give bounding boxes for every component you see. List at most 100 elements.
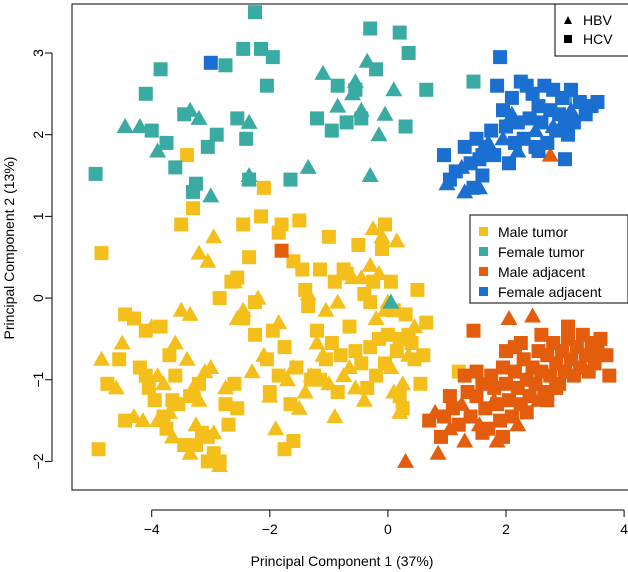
- shape-legend-label-hcv: HCV: [583, 31, 613, 47]
- point-female-adjacent-hcv-40: [590, 95, 605, 109]
- point-male-tumor-hbv-14: [181, 444, 199, 460]
- point-male-tumor-hcv-63: [256, 180, 271, 195]
- point-male-tumor-hbv-2: [107, 379, 125, 395]
- point-female-adjacent-hcv-34: [561, 127, 575, 142]
- point-male-adjacent-hbv-4: [456, 432, 474, 448]
- point-male-tumor-hbv-7: [155, 375, 172, 391]
- point-male-tumor-hcv-97: [118, 413, 133, 428]
- legend-swatch-female-adjacent: [479, 287, 488, 296]
- color-legend: Male tumor Female tumor Male adjacent Femal…: [469, 214, 628, 304]
- point-male-tumor-hbv-49: [400, 346, 418, 362]
- point-female-tumor-hbv-10: [376, 105, 394, 121]
- point-male-tumor-hcv-75: [363, 340, 378, 355]
- point-male-adjacent-hcv-61: [549, 380, 564, 395]
- point-male-tumor-hcv-49: [389, 344, 404, 359]
- point-male-adjacent-hcv-54: [519, 405, 534, 420]
- point-male-tumor-hcv-56: [168, 368, 183, 383]
- point-male-tumor-hcv-23: [236, 217, 251, 232]
- point-female-adjacent-hcv-43: [499, 119, 513, 134]
- point-male-tumor-hcv-1: [100, 376, 115, 391]
- point-male-tumor-hcv-4: [127, 311, 141, 326]
- legend-swatch-male-adjacent: [479, 267, 488, 276]
- point-female-adjacent-hcv-21: [522, 111, 537, 126]
- point-female-adjacent-hbv-10: [562, 101, 580, 117]
- point-male-tumor-hbv-21: [228, 310, 246, 325]
- point-female-adjacent-hbv-2: [470, 179, 488, 195]
- point-female-tumor-hbv-16: [202, 187, 220, 203]
- point-female-adjacent-hbv-6: [544, 118, 562, 133]
- point-male-tumor-hcv-58: [180, 148, 195, 163]
- point-male-tumor-hcv-12: [171, 397, 186, 412]
- point-male-tumor-hbv-48: [394, 375, 412, 391]
- point-female-tumor-hcv-2: [144, 123, 159, 138]
- point-male-adjacent-hcv-17: [502, 393, 516, 408]
- point-male-tumor-hcv-53: [413, 376, 428, 391]
- point-male-tumor-hcv-57: [174, 217, 189, 232]
- point-male-adjacent-hcv-56: [561, 319, 575, 334]
- point-male-tumor-hcv-26: [254, 209, 268, 224]
- point-female-tumor-hcv-11: [230, 111, 245, 126]
- point-male-tumor-hbv-30: [296, 383, 314, 399]
- point-male-tumor-hcv-95: [248, 327, 262, 342]
- legend-label-female-tumor: Female tumor: [498, 244, 585, 260]
- point-male-tumor-hbv-11: [178, 350, 196, 366]
- point-male-tumor-hcv-88: [227, 376, 242, 391]
- point-male-adjacent-hbv-9: [541, 146, 559, 162]
- point-female-tumor-hcv-17: [283, 172, 298, 187]
- point-male-tumor-hcv-41: [342, 319, 357, 334]
- point-male-tumor-hcv-42: [348, 344, 363, 359]
- point-male-adjacent-hbv-12: [530, 391, 547, 407]
- point-female-adjacent-hcv-4: [457, 139, 472, 154]
- point-male-tumor-hbv-62: [373, 228, 391, 244]
- point-female-tumor-hcv-33: [189, 176, 203, 191]
- point-female-tumor-hbv-6: [329, 97, 347, 113]
- point-female-tumor-hcv-3: [153, 62, 168, 77]
- point-male-tumor-hbv-5: [143, 318, 161, 334]
- point-female-adjacent-hcv-24: [531, 99, 546, 114]
- point-male-tumor-hcv-20: [218, 397, 233, 412]
- point-female-adjacent-hcv-15: [502, 156, 516, 171]
- x-tick-label--2: −2: [262, 521, 278, 537]
- point-female-adjacent-hcv-0: [203, 55, 218, 70]
- point-female-tumor-hbv-13: [382, 293, 400, 309]
- x-tick-label--4: −4: [144, 521, 160, 537]
- point-female-adjacent-hbv-1: [456, 183, 474, 199]
- legend-swatch-female-tumor: [479, 247, 488, 256]
- point-male-tumor-hcv-69: [310, 323, 324, 338]
- y-axis-label: Principal Component 2 (13%): [1, 157, 17, 340]
- point-male-tumor-hbv-19: [211, 457, 229, 472]
- y-tick-label--2: −2: [30, 453, 46, 469]
- point-male-adjacent-hcv-11: [484, 368, 499, 383]
- point-male-tumor-hcv-73: [351, 238, 366, 252]
- point-male-tumor-hcv-70: [321, 229, 336, 244]
- point-male-tumor-hcv-94: [277, 442, 292, 457]
- point-male-adjacent-hbv-3: [441, 420, 459, 436]
- point-male-tumor-hcv-54: [419, 315, 434, 330]
- point-female-adjacent-hcv-37: [572, 95, 587, 109]
- point-female-adjacent-hcv-14: [496, 103, 510, 118]
- point-male-tumor-hcv-13: [177, 438, 192, 453]
- point-male-tumor-hbv-10: [172, 301, 190, 317]
- point-male-tumor-hcv-60: [212, 291, 227, 306]
- point-male-adjacent-hcv-62: [457, 368, 472, 383]
- point-male-tumor-hbv-47: [391, 403, 409, 419]
- data-points: [88, 5, 617, 472]
- triangle-legend-icon: [564, 16, 572, 24]
- point-male-tumor-hbv-38: [346, 379, 364, 395]
- point-female-tumor-hbv-4: [240, 113, 258, 129]
- point-male-tumor-hbv-3: [125, 408, 143, 423]
- point-male-tumor-hcv-7: [141, 380, 156, 395]
- point-male-tumor-hbv-8: [160, 403, 178, 419]
- point-male-tumor-hbv-60: [352, 269, 370, 285]
- x-tick-label-0: 0: [384, 521, 392, 537]
- point-female-tumor-hcv-8: [200, 139, 215, 154]
- point-female-tumor-hbv-9: [358, 52, 376, 68]
- point-female-tumor-hbv-8: [346, 73, 364, 89]
- point-male-tumor-hbv-58: [329, 293, 347, 309]
- point-male-tumor-hcv-66: [286, 254, 301, 269]
- point-male-tumor-hbv-28: [279, 371, 296, 387]
- point-male-tumor-hbv-63: [388, 232, 406, 248]
- point-female-tumor-hcv-26: [392, 25, 407, 40]
- shape-legend-label-hbv: HBV: [583, 12, 612, 28]
- point-male-tumor-hbv-29: [284, 359, 302, 374]
